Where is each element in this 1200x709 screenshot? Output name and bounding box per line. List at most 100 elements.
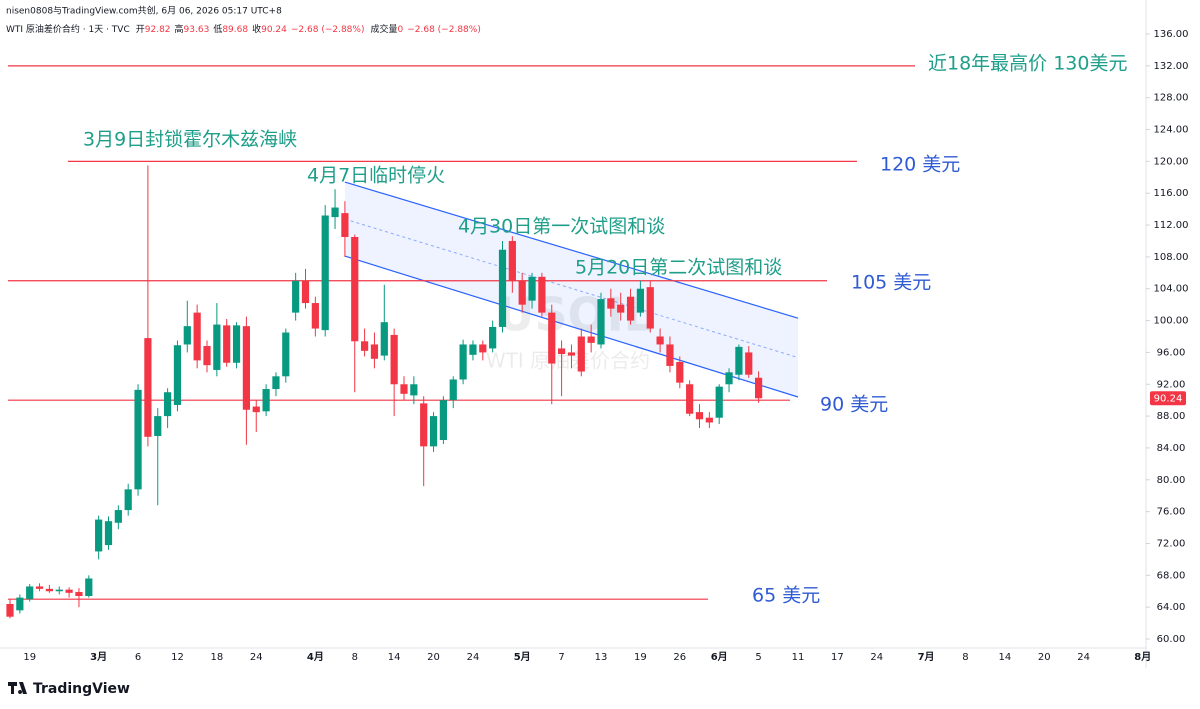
candle-body xyxy=(745,352,753,375)
candle-body xyxy=(558,348,566,355)
candle-body xyxy=(213,324,221,370)
candle-body xyxy=(577,336,585,372)
annotation: 90 美元 xyxy=(820,394,888,416)
y-tick-label: 132.00 xyxy=(1154,61,1189,72)
candle-body xyxy=(311,303,319,329)
candle-body xyxy=(489,326,497,349)
candle-body xyxy=(6,603,14,617)
candle-body xyxy=(548,312,556,364)
last-price-label: 90.24 xyxy=(1154,393,1183,404)
y-tick-label: 96.00 xyxy=(1157,347,1186,358)
x-tick-label: 18 xyxy=(210,652,223,663)
candle-body xyxy=(528,276,536,301)
y-tick-label: 136.00 xyxy=(1154,29,1189,40)
candle-body xyxy=(104,521,113,546)
y-tick-label: 116.00 xyxy=(1154,188,1189,199)
candle-body xyxy=(469,344,477,355)
candle-body xyxy=(183,326,191,345)
candle-body xyxy=(95,519,103,552)
candle-body xyxy=(617,304,625,313)
x-tick-label: 19 xyxy=(634,652,647,663)
x-tick-label: 7 xyxy=(558,652,564,663)
legend-item: −2.68 (−2.88%) xyxy=(407,25,481,35)
credit: nisen0808与TradingView.com共创, 6月 06, 2026… xyxy=(6,5,282,17)
annotation: 5月20日第二次试图和谈 xyxy=(575,257,782,279)
candle-body xyxy=(676,361,684,383)
channel-upper xyxy=(344,181,799,319)
x-tick-label: 24 xyxy=(250,652,263,663)
candle-body xyxy=(380,322,388,356)
y-tick-label: 60.00 xyxy=(1157,634,1186,645)
x-tick-label: 24 xyxy=(1077,652,1090,663)
brand: TradingView xyxy=(33,681,130,697)
candle-body xyxy=(45,588,53,592)
y-tick-label: 76.00 xyxy=(1157,507,1186,518)
channel-mid xyxy=(344,218,799,359)
y-tick-label: 112.00 xyxy=(1154,220,1189,231)
x-tick-label: 7月 xyxy=(918,651,935,663)
candle-body xyxy=(646,287,654,329)
legend-item: 92.82 xyxy=(145,25,171,35)
candle-body xyxy=(262,389,270,412)
channel-fill xyxy=(344,182,798,397)
y-tick-label: 108.00 xyxy=(1154,252,1189,263)
candle-body xyxy=(410,384,418,396)
candle-body xyxy=(55,589,63,592)
candle-body xyxy=(370,344,379,359)
candle-body xyxy=(607,298,615,309)
candle-body xyxy=(341,213,349,237)
x-tick-label: 8 xyxy=(352,652,358,663)
y-tick-label: 64.00 xyxy=(1157,602,1186,613)
x-tick-label: 17 xyxy=(831,652,844,663)
x-tick-label: 24 xyxy=(467,652,480,663)
candle-body xyxy=(292,280,300,313)
annotation: 4月30日第一次试图和谈 xyxy=(458,216,665,238)
legend-item: 高 xyxy=(175,23,184,35)
y-tick-label: 72.00 xyxy=(1157,538,1186,549)
candle-body xyxy=(144,338,152,437)
legend-item: 低 xyxy=(213,23,222,35)
candle-body xyxy=(439,400,447,440)
x-tick-label: 5月 xyxy=(514,651,531,663)
candle-body xyxy=(35,586,44,589)
candle-body xyxy=(331,207,339,218)
x-tick-label: 20 xyxy=(427,652,440,663)
y-tick-label: 120.00 xyxy=(1154,156,1189,167)
y-tick-label: 92.00 xyxy=(1157,379,1186,390)
x-tick-label: 14 xyxy=(998,652,1011,663)
legend-item: 93.63 xyxy=(184,25,210,35)
annotation: 近18年最高价 130美元 xyxy=(928,53,1127,75)
watermark: WTI 原油差价合约 xyxy=(486,349,650,373)
logo-icon xyxy=(8,682,27,694)
y-tick-label: 68.00 xyxy=(1157,570,1186,581)
annotation: 120 美元 xyxy=(880,154,960,176)
candle-body xyxy=(351,236,359,342)
annotation: 105 美元 xyxy=(851,272,931,294)
candle-body xyxy=(587,336,595,343)
legend-item: 收 xyxy=(252,23,261,35)
y-tick-label: 88.00 xyxy=(1157,411,1186,422)
candle-body xyxy=(75,592,83,597)
legend-item: −2.68 (−2.88%) xyxy=(291,25,365,35)
candle-body xyxy=(16,597,24,611)
annotation: 65 美元 xyxy=(752,585,820,607)
candle-body xyxy=(223,325,231,363)
candle-body xyxy=(26,586,34,600)
candle-body xyxy=(420,403,428,447)
candle-body xyxy=(173,345,182,405)
x-tick-label: 13 xyxy=(595,652,608,663)
candle-body xyxy=(686,384,694,414)
y-tick-label: 100.00 xyxy=(1154,316,1189,327)
x-tick-label: 8月 xyxy=(1134,651,1151,663)
candle-body xyxy=(164,392,172,417)
x-tick-label: 6月 xyxy=(711,651,728,663)
candle-body xyxy=(518,280,526,305)
annotation: 3月9日封锁霍尔木兹海峡 xyxy=(83,129,297,151)
legend: WTI 原油差价合约 · 1天 · TVC 开92.82 高93.63 低89.68 收… xyxy=(6,23,481,35)
candle-body xyxy=(715,386,723,418)
x-tick-label: 19 xyxy=(23,652,36,663)
x-tick-label: 4月 xyxy=(307,651,324,663)
legend-item: 0 xyxy=(398,25,404,35)
candle-body xyxy=(636,288,644,313)
candle-body xyxy=(301,280,310,304)
